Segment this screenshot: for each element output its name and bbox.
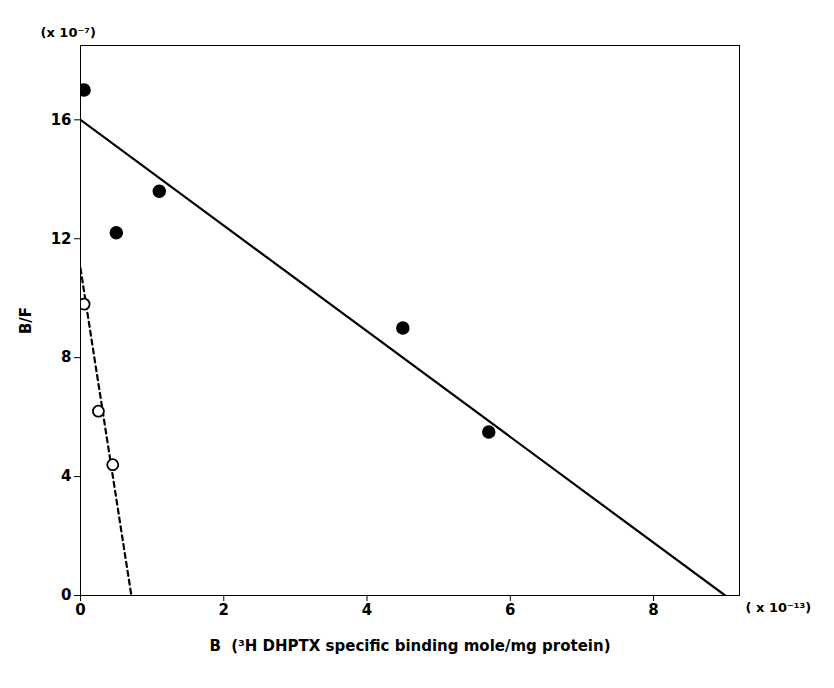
svg-text:(x 10⁻⁷): (x 10⁻⁷) [41, 25, 96, 40]
svg-text:( x 10⁻¹³): ( x 10⁻¹³) [746, 600, 812, 615]
svg-text:12: 12 [51, 230, 72, 248]
svg-text:2: 2 [219, 601, 229, 619]
svg-text:B (³H DHPTX specific binding: B (³H DHPTX specific binding mole/mg pro… [209, 637, 610, 655]
svg-text:4: 4 [362, 601, 372, 619]
svg-text:0: 0 [75, 601, 85, 619]
svg-text:B/F: B/F [17, 307, 35, 334]
svg-text:8: 8 [648, 601, 658, 619]
svg-text:0: 0 [61, 586, 71, 604]
svg-text:8: 8 [61, 348, 71, 366]
svg-text:6: 6 [505, 601, 515, 619]
svg-text:4: 4 [61, 467, 71, 485]
svg-text:16: 16 [51, 111, 72, 129]
